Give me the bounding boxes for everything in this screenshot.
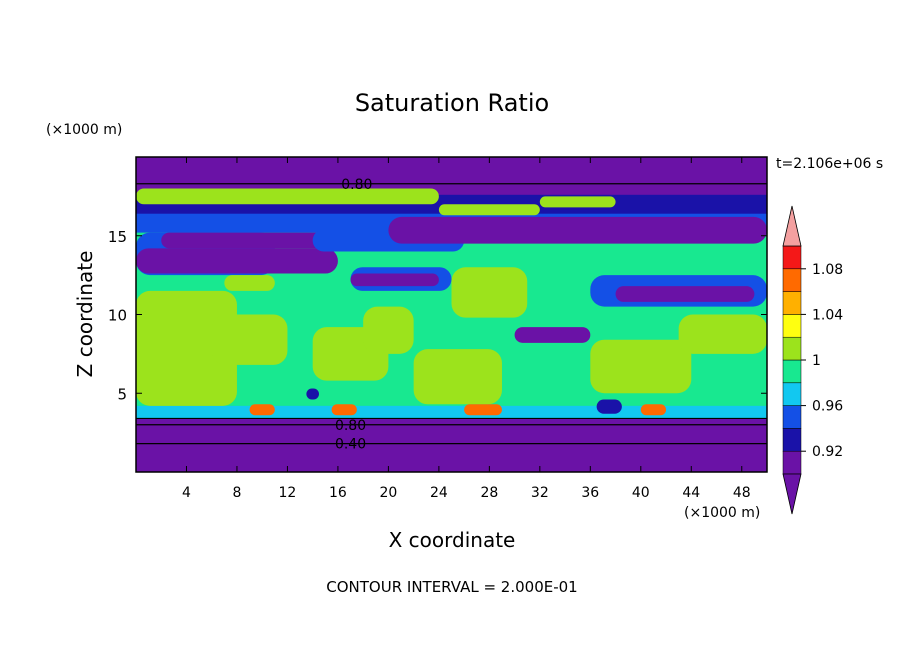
x-tick-label-6: 28 bbox=[480, 485, 498, 501]
colorbar-swatch-3 bbox=[782, 382, 802, 406]
x-tick-label-3: 16 bbox=[329, 485, 347, 501]
y-axis-ticks: 5 10 15 bbox=[108, 228, 767, 403]
contour-region-18 bbox=[224, 275, 275, 291]
colorbar-swatch-8 bbox=[782, 268, 802, 292]
colorbar-under-triangle bbox=[782, 473, 802, 515]
x-tick-label-10: 44 bbox=[682, 485, 700, 501]
contour-region-0 bbox=[136, 418, 767, 472]
contour-region-26 bbox=[438, 204, 540, 216]
colorbar-label-0: 1.08 bbox=[812, 262, 843, 278]
contour-region-17 bbox=[211, 314, 288, 365]
contour-lines bbox=[136, 183, 767, 445]
x-tick-label-0: 4 bbox=[182, 485, 191, 501]
contour-region-21 bbox=[413, 349, 502, 405]
x-tick-label-5: 24 bbox=[430, 485, 448, 501]
colorbar-swatch-5 bbox=[782, 336, 802, 361]
colorbar-swatch-0 bbox=[782, 450, 802, 475]
contour-region-31 bbox=[640, 404, 667, 416]
y-tick-label-1: 10 bbox=[108, 307, 127, 325]
contour-region-23 bbox=[590, 339, 692, 394]
y-tick-label-2: 15 bbox=[108, 228, 127, 246]
contour-labels: 0.80 0.80 0.40 bbox=[335, 177, 372, 453]
contour-region-29 bbox=[331, 404, 357, 416]
colorbar-swatch-7 bbox=[782, 291, 802, 315]
contour-interval-footer: CONTOUR INTERVAL = 2.000E-01 bbox=[326, 578, 577, 596]
contour-region-30 bbox=[464, 404, 502, 416]
colorbar-label-1: 1.04 bbox=[812, 307, 843, 323]
contour-region-14 bbox=[615, 286, 755, 302]
plot-area bbox=[136, 157, 767, 472]
contour-region-12 bbox=[350, 273, 439, 287]
contour-region-5 bbox=[136, 405, 767, 419]
contour-label-1: 0.80 bbox=[335, 418, 366, 434]
colorbar-swatch-6 bbox=[782, 314, 802, 338]
x-tick-label-7: 32 bbox=[531, 485, 549, 501]
contour-region-10 bbox=[388, 216, 767, 244]
x-tick-label-9: 40 bbox=[632, 485, 650, 501]
colorbar-swatch-2 bbox=[782, 405, 802, 429]
colorbar-label-4: 0.92 bbox=[812, 444, 843, 460]
y-axis-label: Z coordinate bbox=[73, 251, 97, 378]
x-tick-label-2: 12 bbox=[279, 485, 297, 501]
colorbar-label-2: 1 bbox=[812, 353, 821, 369]
colorbar-swatch-9 bbox=[782, 245, 802, 270]
x-axis-label: X coordinate bbox=[389, 528, 516, 552]
contour-label-0: 0.80 bbox=[341, 177, 372, 193]
colorbar: 1.08 1.04 1 0.96 0.92 bbox=[782, 205, 843, 515]
contour-region-25 bbox=[136, 188, 439, 205]
x-tick-label-11: 48 bbox=[733, 485, 751, 501]
contour-region-15 bbox=[514, 327, 591, 343]
contour-region-33 bbox=[306, 388, 319, 400]
contour-region-16 bbox=[136, 290, 237, 406]
colorbar-over-triangle bbox=[782, 205, 802, 247]
contour-region-7 bbox=[136, 248, 338, 274]
contour-region-8 bbox=[161, 232, 338, 249]
x-tick-label-8: 36 bbox=[581, 485, 599, 501]
contour-region-22 bbox=[451, 267, 528, 318]
x-axis-ticks: 4 8 12 16 20 24 28 32 36 40 44 48 bbox=[182, 157, 751, 501]
time-label: t=2.106e+06 s bbox=[776, 156, 883, 172]
contour-region-32 bbox=[596, 399, 622, 414]
contour-region-24 bbox=[678, 314, 767, 354]
contour-region-28 bbox=[249, 404, 275, 416]
contour-region-27 bbox=[539, 196, 616, 208]
x-tick-label-1: 8 bbox=[232, 485, 241, 501]
y-tick-label-0: 5 bbox=[117, 385, 127, 403]
colorbar-swatch-4 bbox=[782, 359, 802, 384]
contour-label-2: 0.40 bbox=[335, 437, 366, 453]
colorbar-swatch-1 bbox=[782, 428, 802, 452]
y-unit-label: (×1000 m) bbox=[46, 122, 122, 138]
x-tick-label-4: 20 bbox=[379, 485, 397, 501]
colorbar-label-3: 0.96 bbox=[812, 399, 843, 415]
contour-region-20 bbox=[363, 306, 414, 354]
x-unit-label: (×1000 m) bbox=[684, 505, 760, 521]
chart-title: Saturation Ratio bbox=[355, 89, 549, 117]
